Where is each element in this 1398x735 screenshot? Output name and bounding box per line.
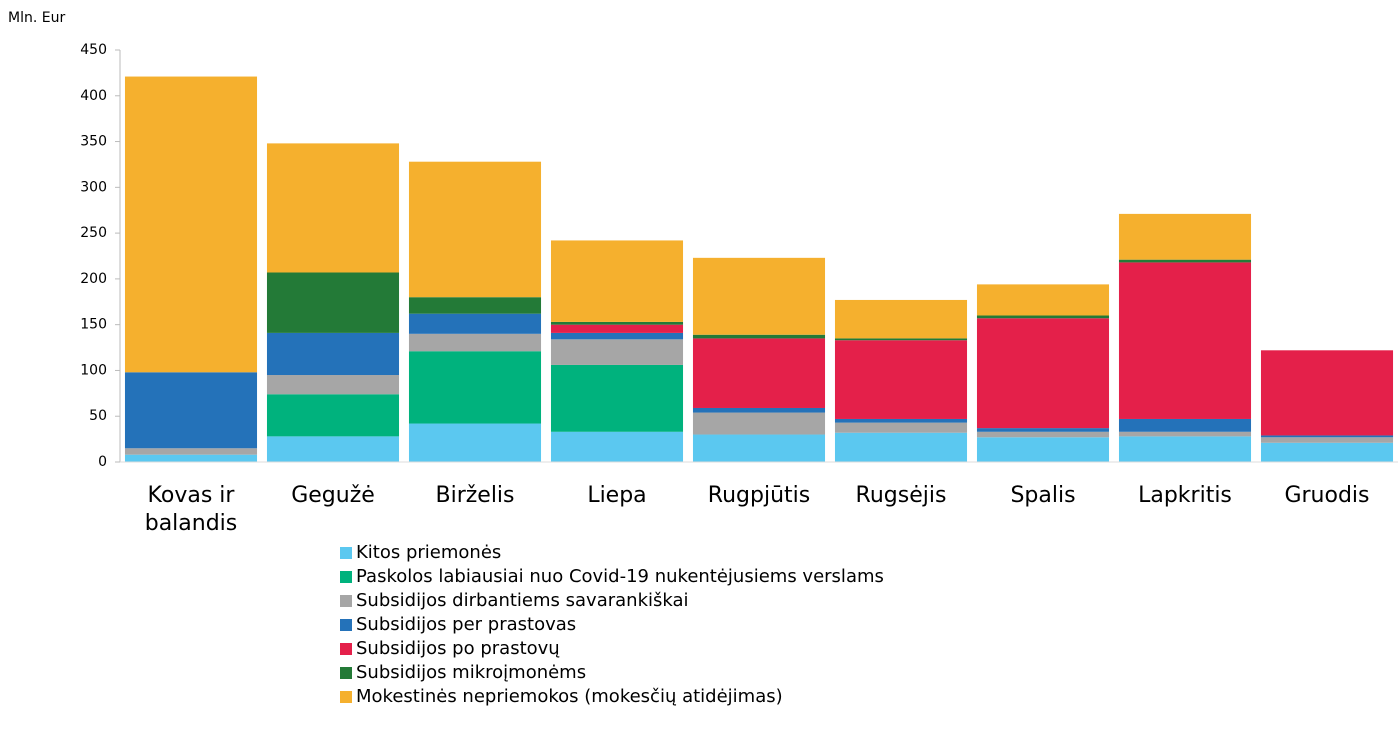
bar-segment bbox=[408, 297, 542, 314]
bar-segment bbox=[692, 407, 826, 413]
x-tick-label: Spalis bbox=[1010, 483, 1076, 508]
bar-segment bbox=[692, 334, 826, 339]
x-tick-label: Rugpjūtis bbox=[707, 483, 811, 508]
bar-segment bbox=[124, 448, 258, 455]
y-tick-label: 0 bbox=[98, 454, 107, 470]
y-tick-label: 300 bbox=[80, 179, 107, 195]
bar-segment bbox=[550, 431, 684, 462]
y-tick-label: 50 bbox=[89, 408, 107, 424]
x-tick-label: Rugsėjis bbox=[855, 483, 947, 508]
bar-segment bbox=[266, 143, 400, 273]
bar-segment bbox=[550, 364, 684, 432]
bar-segment bbox=[1118, 418, 1252, 432]
y-tick-label: 200 bbox=[80, 271, 107, 287]
y-tick-label: 150 bbox=[80, 317, 107, 333]
legend-item: Subsidijos po prastovų bbox=[340, 637, 884, 661]
legend-item: Kitos priemonės bbox=[340, 541, 884, 565]
y-tick-label: 400 bbox=[80, 88, 107, 104]
bar-segment bbox=[692, 257, 826, 335]
bar-segment bbox=[550, 324, 684, 333]
bar-segment bbox=[266, 394, 400, 437]
legend-label: Subsidijos dirbantiems savarankiškai bbox=[356, 590, 689, 611]
bar-segment bbox=[834, 299, 968, 339]
bar-segment bbox=[408, 333, 542, 352]
bar-segment bbox=[976, 428, 1110, 432]
bar-segment bbox=[834, 432, 968, 462]
legend-swatch bbox=[340, 643, 352, 655]
bar-segment bbox=[266, 332, 400, 376]
bar-segment bbox=[1118, 213, 1252, 260]
legend-label: Subsidijos po prastovų bbox=[356, 638, 560, 659]
bar-segment bbox=[408, 161, 542, 298]
bar-segment bbox=[124, 372, 258, 449]
bar-segment bbox=[834, 422, 968, 433]
bar-segment bbox=[1260, 442, 1394, 462]
x-tick-label: Gruodis bbox=[1284, 483, 1370, 508]
bar-segment bbox=[1260, 435, 1394, 438]
bar-segment bbox=[266, 436, 400, 462]
y-tick-label: 450 bbox=[80, 42, 107, 58]
bar-segment bbox=[408, 351, 542, 424]
bar-segment bbox=[834, 418, 968, 423]
x-tick-label: Lapkritis bbox=[1138, 483, 1232, 508]
legend-label: Kitos priemonės bbox=[356, 542, 502, 563]
legend-swatch bbox=[340, 547, 352, 559]
legend-label: Mokestinės nepriemokos (mokesčių atidėji… bbox=[356, 686, 783, 707]
bar-segment bbox=[1260, 437, 1394, 443]
x-tick-label: Gegužė bbox=[291, 483, 375, 508]
legend-swatch bbox=[340, 667, 352, 679]
bar-segment bbox=[266, 375, 400, 395]
y-axis-label: Mln. Eur bbox=[8, 10, 65, 26]
bar-segment bbox=[834, 340, 968, 419]
legend-item: Subsidijos mikroįmonėms bbox=[340, 661, 884, 685]
bar-segment bbox=[550, 339, 684, 365]
x-tick-label: Kovas ir balandis bbox=[144, 483, 238, 536]
bar-segment bbox=[976, 437, 1110, 462]
bar-segment bbox=[408, 313, 542, 334]
bar-segment bbox=[692, 412, 826, 435]
bar-segment bbox=[550, 332, 684, 340]
legend-label: Subsidijos per prastovas bbox=[356, 614, 577, 635]
bar-segment bbox=[976, 431, 1110, 438]
bar-segment bbox=[1260, 350, 1394, 436]
legend-swatch bbox=[340, 571, 352, 583]
bar-segment bbox=[1118, 262, 1252, 419]
legend-label: Paskolos labiausiai nuo Covid-19 nukentė… bbox=[356, 566, 884, 587]
legend-item: Mokestinės nepriemokos (mokesčių atidėji… bbox=[340, 685, 884, 709]
legend-swatch bbox=[340, 619, 352, 631]
legend-swatch bbox=[340, 691, 352, 703]
bar-segment bbox=[834, 338, 968, 341]
y-tick-label: 250 bbox=[80, 225, 107, 241]
legend-item: Subsidijos per prastovas bbox=[340, 613, 884, 637]
bar-segment bbox=[692, 434, 826, 462]
legend: Kitos priemonės Paskolos labiausiai nuo C… bbox=[340, 541, 884, 709]
x-tick-label: Birželis bbox=[435, 483, 515, 508]
legend-label: Subsidijos mikroįmonėms bbox=[356, 662, 587, 683]
bar-segment bbox=[550, 321, 684, 325]
legend-swatch bbox=[340, 595, 352, 607]
y-tick-label: 350 bbox=[80, 134, 107, 150]
bar-segment bbox=[408, 423, 542, 462]
bar-segment bbox=[550, 240, 684, 322]
bar-segment bbox=[1118, 431, 1252, 437]
x-tick-label: Liepa bbox=[587, 483, 647, 508]
legend-item: Paskolos labiausiai nuo Covid-19 nukentė… bbox=[340, 565, 884, 589]
bar-segment bbox=[692, 338, 826, 408]
bar-segment bbox=[124, 454, 258, 462]
bar-segment bbox=[266, 272, 400, 333]
y-tick-label: 100 bbox=[80, 362, 107, 378]
bar-segment bbox=[1118, 436, 1252, 462]
bar-segment bbox=[976, 315, 1110, 319]
legend-item: Subsidijos dirbantiems savarankiškai bbox=[340, 589, 884, 613]
bar-segment bbox=[124, 76, 258, 373]
bar-segment bbox=[976, 284, 1110, 316]
bar-segment bbox=[976, 318, 1110, 429]
bar-segment bbox=[1118, 259, 1252, 263]
